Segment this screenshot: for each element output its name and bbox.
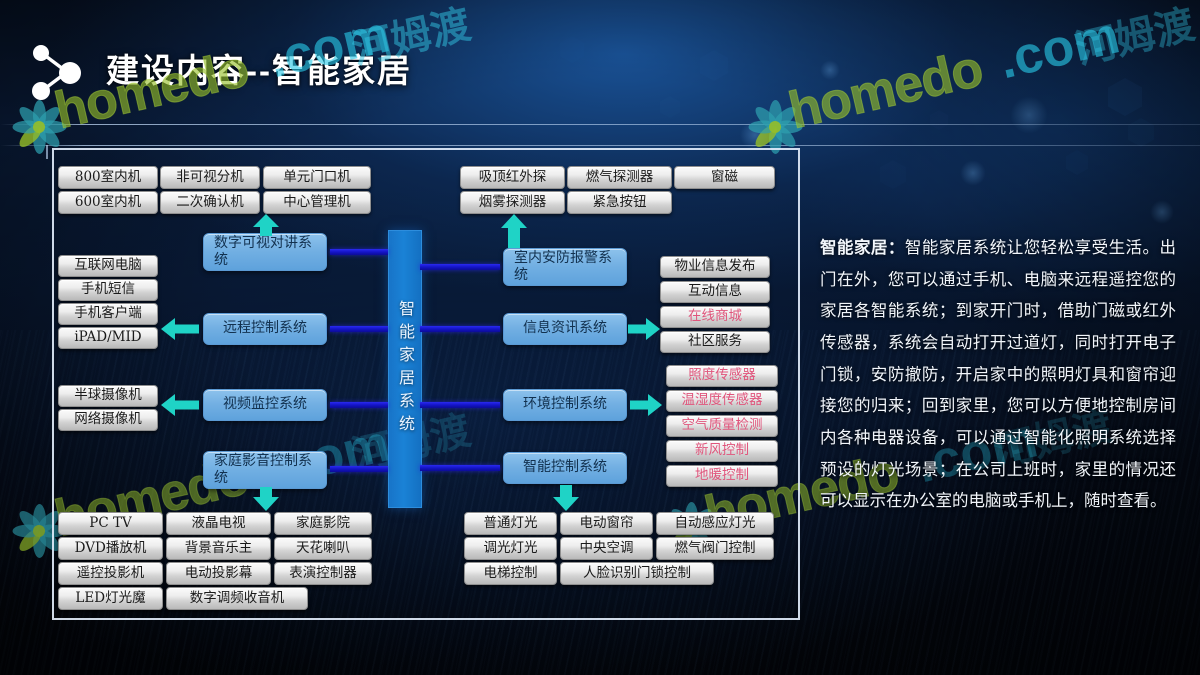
connector-spine-right-4 — [420, 465, 500, 471]
av-device-box[interactable]: DVD播放机 — [58, 537, 163, 560]
connector-spine-left-3 — [330, 402, 388, 408]
flower-logo-icon-2 — [744, 96, 806, 158]
ctrl-item-box[interactable]: 中央空调 — [560, 537, 653, 560]
camera-box[interactable]: 网络摄像机 — [58, 409, 158, 431]
ctrl-item-box[interactable]: 人脸识别门锁控制 — [560, 562, 714, 585]
ctrl-item-box[interactable]: 电动窗帘 — [560, 512, 653, 535]
connector-spine-left-2 — [330, 326, 388, 332]
info-item-box-highlight[interactable]: 在线商城 — [660, 306, 770, 328]
detector-box[interactable]: 紧急按钮 — [567, 191, 672, 214]
av-device-box[interactable]: 数字调频收音机 — [166, 587, 308, 610]
detector-box[interactable]: 吸顶红外探 — [460, 166, 565, 189]
arrow-down-ctrl-icon — [552, 485, 580, 511]
system-box-indoor-security-alarm[interactable]: 室内安防报警系统 — [503, 248, 627, 286]
header-divider-bottom — [0, 145, 1200, 146]
network-node-icon — [26, 42, 92, 104]
ctrl-item-box[interactable]: 电梯控制 — [464, 562, 557, 585]
terminal-box[interactable]: iPAD/MID — [58, 327, 158, 349]
device-box[interactable]: 800室内机 — [58, 166, 158, 189]
terminal-box[interactable]: 手机客户端 — [58, 303, 158, 325]
env-item-box[interactable]: 照度传感器 — [666, 365, 778, 387]
system-box-intelligent-control[interactable]: 智能控制系统 — [503, 452, 627, 484]
av-device-box[interactable]: LED灯光魔 — [58, 587, 163, 610]
connector-spine-left-1 — [330, 249, 388, 255]
flower-logo-icon-3 — [8, 500, 70, 562]
device-box[interactable]: 中心管理机 — [263, 191, 371, 214]
header-tick — [46, 145, 48, 159]
arrow-down-av-icon — [252, 487, 280, 511]
ctrl-item-box[interactable]: 普通灯光 — [464, 512, 557, 535]
terminal-box[interactable]: 互联网电脑 — [58, 255, 158, 277]
connector-spine-right-3 — [420, 402, 500, 408]
diagram-frame — [52, 148, 800, 620]
av-device-box[interactable]: PC TV — [58, 512, 163, 535]
connector-spine-right-2 — [420, 326, 500, 332]
description-panel: 智能家居：智能家居系统让您轻松享受生活。出门在外，您可以通过手机、电脑来远程遥控… — [820, 232, 1176, 517]
arrow-left-remote-icon — [161, 318, 199, 340]
central-system-spine: 智能家居系统 — [388, 230, 422, 508]
device-box[interactable]: 600室内机 — [58, 191, 158, 214]
env-item-box[interactable]: 新风控制 — [666, 440, 778, 462]
system-box-remote-control[interactable]: 远程控制系统 — [203, 313, 327, 345]
device-box[interactable]: 单元门口机 — [263, 166, 371, 189]
detector-box[interactable]: 烟雾探测器 — [460, 191, 565, 214]
header-divider-top — [0, 124, 1200, 125]
arrow-left-surveillance-icon — [161, 394, 199, 416]
device-box[interactable]: 非可视分机 — [160, 166, 260, 189]
arrow-right-env-icon — [630, 394, 662, 416]
info-item-box[interactable]: 社区服务 — [660, 331, 770, 353]
terminal-box[interactable]: 手机短信 — [58, 279, 158, 301]
av-device-box[interactable]: 家庭影院 — [274, 512, 372, 535]
info-item-box[interactable]: 物业信息发布 — [660, 256, 770, 278]
info-item-box[interactable]: 互动信息 — [660, 281, 770, 303]
arrow-up-intercom-icon — [252, 214, 280, 236]
description-body: 智能家居系统让您轻松享受生活。出门在外，您可以通过手机、电脑来远程遥控您的家居各… — [820, 238, 1177, 511]
env-item-box[interactable]: 空气质量检测 — [666, 415, 778, 437]
device-box[interactable]: 二次确认机 — [160, 191, 260, 214]
system-box-environment-control[interactable]: 环境控制系统 — [503, 389, 627, 421]
system-box-video-surveillance[interactable]: 视频监控系统 — [203, 389, 327, 421]
description-heading: 智能家居： — [820, 238, 905, 257]
env-item-box[interactable]: 温湿度传感器 — [666, 390, 778, 412]
spine-label: 智能家居系统 — [396, 300, 415, 438]
env-item-box[interactable]: 地暖控制 — [666, 465, 778, 487]
ctrl-item-box[interactable]: 调光灯光 — [464, 537, 557, 560]
av-device-box[interactable]: 天花喇叭 — [274, 537, 372, 560]
flower-logo-icon — [8, 96, 70, 158]
camera-box[interactable]: 半球摄像机 — [58, 385, 158, 407]
connector-spine-left-4 — [330, 466, 388, 472]
arrow-up-detectors-icon — [500, 214, 528, 248]
detector-box[interactable]: 燃气探测器 — [567, 166, 672, 189]
system-box-information-service[interactable]: 信息资讯系统 — [503, 313, 627, 345]
system-box-home-av-control[interactable]: 家庭影音控制系统 — [203, 451, 327, 489]
av-device-box[interactable]: 背景音乐主 — [166, 537, 271, 560]
av-device-box[interactable]: 遥控投影机 — [58, 562, 163, 585]
arrow-right-info-icon — [628, 318, 660, 340]
ctrl-item-box[interactable]: 燃气阀门控制 — [656, 537, 774, 560]
ctrl-item-box[interactable]: 自动感应灯光 — [656, 512, 774, 535]
detector-box[interactable]: 窗磁 — [674, 166, 775, 189]
page-title: 建设内容--智能家居 — [106, 52, 412, 89]
system-box-digital-intercom[interactable]: 数字可视对讲系统 — [203, 233, 327, 271]
av-device-box[interactable]: 液晶电视 — [166, 512, 271, 535]
av-device-box[interactable]: 电动投影幕 — [166, 562, 271, 585]
av-device-box[interactable]: 表演控制器 — [274, 562, 372, 585]
connector-spine-right-1 — [420, 264, 500, 270]
